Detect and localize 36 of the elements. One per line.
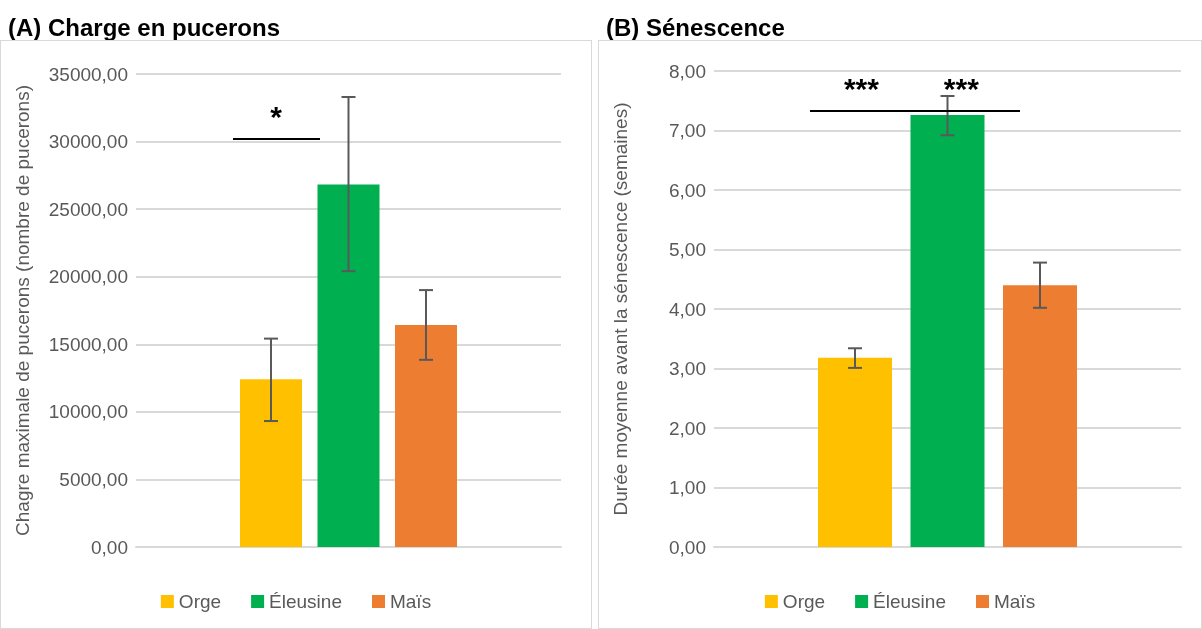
y-tick-label: 8,00 — [669, 60, 706, 82]
annotation: * — [270, 100, 283, 133]
y-tick-label: 10000,00 — [48, 401, 128, 423]
y-tick-label: 1,00 — [669, 477, 706, 498]
legend-label: Éleusine — [873, 591, 946, 612]
y-tick-label: 0,00 — [91, 536, 128, 558]
legend-label: Orge — [178, 591, 222, 612]
annotation: *** — [843, 72, 879, 105]
bar — [317, 184, 380, 547]
bar — [240, 379, 302, 547]
bar — [910, 115, 985, 547]
legend-label: Maïs — [993, 591, 1036, 612]
y-tick-label: 5000,00 — [59, 468, 128, 490]
y-tick-label: 5,00 — [669, 239, 706, 260]
legend-label: Éleusine — [269, 591, 342, 612]
legend-label: Orge — [782, 591, 826, 612]
y-axis-title: Chagre maximale de pucerons (nombre de pucerons) — [11, 85, 33, 536]
y-tick-label: 25000,00 — [48, 198, 128, 220]
bar — [1003, 285, 1077, 547]
y-tick-label: 2,00 — [669, 417, 706, 439]
legend-label: Maïs — [389, 591, 432, 612]
y-tick-label: 20000,00 — [48, 266, 128, 288]
y-tick-label: 15000,00 — [48, 333, 128, 355]
y-tick-label: 30000,00 — [48, 131, 128, 153]
y-tick-label: 3,00 — [669, 358, 706, 379]
y-axis-title: Durée moyenne avant la sénescence (semaines) — [609, 102, 631, 516]
chart-title: (B) Sénescence — [606, 14, 785, 42]
y-tick-label: 0,00 — [669, 536, 706, 558]
annotation: *** — [943, 72, 979, 105]
bar — [818, 357, 892, 547]
y-tick-label: 35000,00 — [48, 63, 128, 85]
y-tick-label: 4,00 — [669, 298, 706, 320]
bar — [395, 324, 457, 547]
chart-title: (A) Charge en pucerons — [8, 14, 281, 42]
y-tick-label: 6,00 — [669, 179, 706, 201]
y-tick-label: 7,00 — [669, 120, 706, 141]
